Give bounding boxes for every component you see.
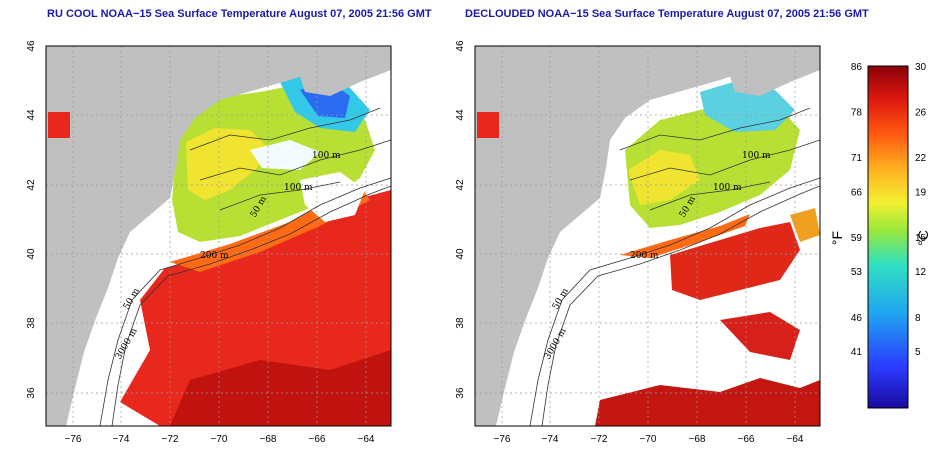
- colorbar-celsius-tick: 30: [915, 62, 927, 73]
- right-axes-ticks: −76 −74 −72 −70 −68 −66 −64 46 44 42 40 …: [455, 40, 804, 445]
- right-xtick-2: −74: [542, 434, 559, 445]
- left-bathymetry-contours: [99, 107, 391, 426]
- left-xtick-7: −64: [358, 434, 375, 445]
- left-cloud-patch: [300, 172, 365, 222]
- right-nova-scotia: [720, 46, 820, 96]
- right-ytick-42: 42: [455, 179, 466, 191]
- colorbar-ticks: 86 30 78 26 71 22 66 19 59 15 53 12 46 8 41 5: [851, 62, 927, 358]
- left-xtick-3: −72: [162, 434, 179, 445]
- left-gridlines: [46, 46, 391, 426]
- right-map-panel: 100 m 100 m 50 m 200 m 50 m 3000 m −76 −…: [455, 40, 821, 445]
- left-xtick-4: −70: [211, 434, 228, 445]
- colorbar-fahrenheit-tick: 86: [851, 62, 863, 73]
- right-orange-east: [790, 208, 820, 242]
- right-ytick-38: 38: [455, 317, 466, 329]
- colorbar-fahrenheit-tick: 78: [851, 108, 863, 119]
- left-ytick-42: 42: [26, 179, 37, 191]
- left-ytick-36: 36: [26, 387, 37, 399]
- right-warm-water-south: [595, 378, 820, 426]
- right-contour-label-100m-a: 100 m: [742, 151, 771, 161]
- right-cyan-water: [700, 80, 795, 132]
- colorbar-fahrenheit-tick: 59: [851, 233, 863, 244]
- colorbar-celsius-tick: 8: [915, 313, 921, 324]
- colorbar-fahrenheit-tick: 41: [851, 347, 863, 358]
- right-land: [475, 46, 820, 426]
- left-warm-water-dark: [170, 350, 391, 426]
- left-contour-label-100m-b: 100 m: [284, 183, 313, 193]
- colorbar-celsius-tick: 5: [915, 347, 921, 358]
- right-yellow-shelf: [628, 150, 700, 205]
- right-warm-water-mid: [720, 312, 800, 360]
- left-ytick-40: 40: [26, 248, 37, 260]
- left-xtick-2: −74: [113, 434, 130, 445]
- colorbar-fahrenheit-tick: 66: [851, 187, 863, 198]
- left-contour-label-200m: 200 m: [200, 251, 229, 261]
- left-xtick-6: −66: [309, 434, 326, 445]
- right-ytick-44: 44: [455, 109, 466, 121]
- left-ytick-44: 44: [26, 109, 37, 121]
- left-cloud-patch-2: [250, 140, 320, 170]
- left-land: [46, 46, 391, 426]
- left-warm-water: [120, 190, 391, 426]
- right-map-frame: [474, 45, 821, 427]
- left-nova-scotia: [290, 46, 391, 96]
- right-map-title: DECLOUDED NOAA−15 Sea Surface Temperatur…: [465, 8, 869, 20]
- right-red-patch: [477, 112, 499, 138]
- left-map-panel: 100 m 100 m 50 m 200 m 50 m 3000 m −76 −…: [26, 40, 392, 445]
- right-bathymetry-contours: [529, 107, 820, 426]
- temperature-colorbar: 86 30 78 26 71 22 66 19 59 15 53 12 46 8 41 5 °F °C: [829, 62, 931, 409]
- colorbar-celsius-tick: 12: [915, 267, 927, 278]
- right-warm-water-patches: [670, 222, 800, 300]
- right-ytick-46: 46: [455, 40, 466, 52]
- left-axes-ticks: −76 −74 −72 −70 −68 −66 −64 46 44 42 40 …: [26, 40, 375, 445]
- colorbar-fahrenheit-tick: 46: [851, 313, 863, 324]
- right-xtick-4: −70: [640, 434, 657, 445]
- right-xtick-1: −76: [494, 434, 511, 445]
- right-contour-label-100m-b: 100 m: [713, 183, 742, 193]
- left-ytick-38: 38: [26, 317, 37, 329]
- right-gridlines: [475, 46, 820, 426]
- right-ytick-40: 40: [455, 248, 466, 260]
- fahrenheit-unit-label: °F: [829, 231, 845, 245]
- colorbar-celsius-tick: 26: [915, 108, 927, 119]
- right-contour-label-200m: 200 m: [630, 251, 659, 261]
- colorbar-celsius-tick: 15: [915, 233, 927, 244]
- right-xtick-7: −64: [787, 434, 804, 445]
- left-ytick-46: 46: [26, 40, 37, 52]
- right-xtick-5: −68: [689, 434, 706, 445]
- colorbar-fahrenheit-tick: 71: [851, 153, 863, 164]
- left-map-frame: [45, 45, 392, 427]
- right-xtick-6: −66: [738, 434, 755, 445]
- left-contour-label-100m-a: 100 m: [312, 151, 341, 161]
- colorbar-fahrenheit-tick: 53: [851, 267, 863, 278]
- right-xtick-3: −72: [591, 434, 608, 445]
- left-xtick-5: −68: [260, 434, 277, 445]
- colorbar-celsius-tick: 19: [915, 187, 927, 198]
- left-yellow-shelf: [186, 128, 270, 200]
- colorbar-celsius-tick: 22: [915, 153, 927, 164]
- left-xtick-1: −76: [65, 434, 82, 445]
- left-map-title: RU COOL NOAA−15 Sea Surface Temperature …: [47, 8, 432, 20]
- left-red-patch: [48, 112, 70, 138]
- celsius-unit-label: °C: [915, 230, 931, 246]
- right-ytick-36: 36: [455, 387, 466, 399]
- right-orange-front: [620, 214, 750, 258]
- colorbar-gradient: [867, 65, 909, 409]
